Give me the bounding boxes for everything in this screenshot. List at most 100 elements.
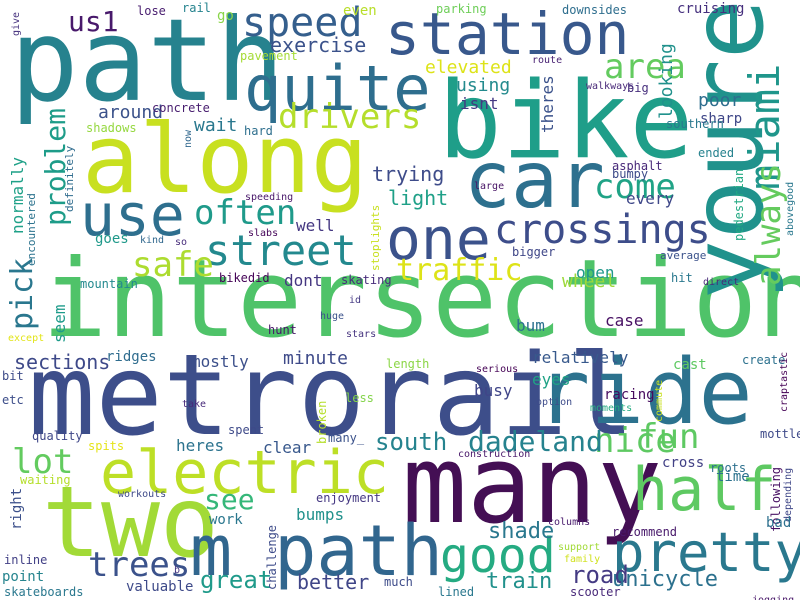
word: bumpy [612, 167, 649, 181]
word: two [42, 466, 220, 580]
word: eyes [532, 370, 571, 389]
word: southern [666, 117, 724, 131]
word: take [182, 399, 207, 410]
word: speed [242, 0, 363, 46]
word: one [386, 205, 491, 273]
word: light [388, 186, 449, 210]
word: sharp [700, 111, 743, 127]
word: stars [346, 329, 377, 340]
word: bum [516, 316, 545, 335]
word: dadeland [468, 425, 603, 458]
word: looking [656, 43, 677, 119]
word: skating [341, 273, 392, 287]
word: fun [638, 417, 700, 457]
word: enjoyment [316, 491, 382, 505]
word: concrete [152, 101, 210, 115]
word: huge [320, 311, 345, 322]
word: trying [372, 162, 445, 186]
word: relatively [532, 348, 629, 367]
word: inline [4, 553, 48, 567]
word: etc [2, 393, 24, 407]
word: mountain [80, 277, 138, 291]
word: hit [671, 271, 693, 285]
word: good [440, 528, 556, 584]
word: south [375, 428, 448, 456]
word: well [296, 216, 335, 235]
word: shadows [86, 121, 137, 135]
word: spits [88, 439, 125, 453]
word: racing [604, 387, 655, 403]
word: challenge [265, 524, 279, 590]
word: traffic [396, 253, 523, 288]
word: so [175, 237, 188, 248]
word: wait [194, 115, 238, 136]
word: option [536, 397, 573, 408]
word: along [82, 105, 368, 215]
word: serious [476, 364, 519, 375]
word: scooter [570, 585, 621, 599]
word: waiting [20, 473, 71, 487]
word: goes [95, 231, 129, 247]
word: workouts [118, 489, 167, 500]
word: crossings [494, 207, 711, 253]
word: valuable [126, 579, 194, 595]
word: cast [673, 357, 707, 373]
word: cruising [677, 1, 745, 17]
word: often [194, 193, 297, 233]
word: columns [548, 517, 591, 528]
word: area [604, 47, 686, 87]
word: family [564, 554, 601, 565]
word: now [183, 129, 194, 148]
word: create [742, 353, 786, 367]
word: less [345, 391, 374, 405]
word: mottled [760, 427, 800, 441]
word: seem [50, 304, 69, 343]
word: depending [783, 467, 794, 522]
word: minute [283, 348, 349, 369]
word: walkways [586, 81, 635, 92]
word: length [386, 357, 430, 371]
word: go [217, 8, 234, 24]
word: direct [703, 277, 740, 288]
word: id [349, 295, 362, 306]
word: use [80, 181, 185, 249]
word: roots [710, 461, 747, 475]
word: moments [590, 403, 633, 414]
word: average [660, 249, 707, 262]
word: mostly [191, 352, 249, 371]
word: stoplights [369, 204, 382, 271]
word: lose [137, 4, 166, 18]
word: unicycle [612, 567, 718, 592]
word: trees [88, 545, 191, 585]
word: elevated [425, 57, 512, 78]
word: parking [436, 2, 487, 16]
word: ride [536, 340, 753, 445]
word: poor [698, 90, 742, 111]
word: ridges [106, 349, 157, 365]
word: commute [654, 379, 665, 422]
word: every [626, 189, 675, 208]
word: train [486, 569, 553, 594]
word: even [343, 3, 377, 19]
word: hunt [268, 323, 297, 337]
word: much [384, 575, 413, 589]
word: slabs [248, 228, 279, 239]
word: asphalt [612, 159, 663, 173]
word: m path [190, 510, 443, 592]
word: half [632, 455, 777, 525]
word: except [8, 333, 45, 344]
word: kind [140, 235, 165, 246]
word: safe [132, 245, 214, 285]
word: car [464, 136, 605, 226]
word: path [10, 0, 285, 127]
word: clear [263, 438, 312, 457]
word: sections [14, 350, 111, 374]
word: dont [284, 271, 323, 290]
word: quite [244, 52, 431, 125]
word: come [594, 167, 676, 207]
word: bumps [296, 505, 345, 524]
word: electric [100, 438, 389, 508]
word: ended [698, 146, 735, 160]
word: pick [5, 257, 40, 330]
